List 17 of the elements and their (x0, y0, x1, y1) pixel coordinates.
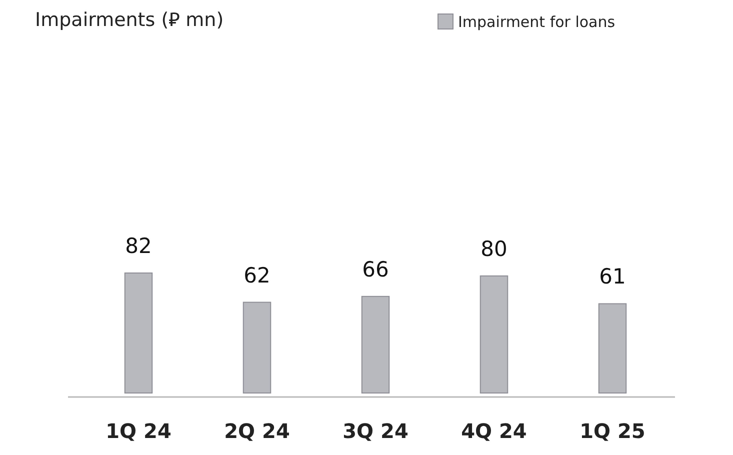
data-label: 82 (125, 234, 152, 258)
data-label: 62 (244, 263, 270, 288)
x-tick-label: 1Q 24 (106, 419, 172, 443)
chart-title: Impairments (⃁ mn) (35, 9, 224, 31)
x-tick-label: 2Q 24 (224, 419, 290, 443)
bar (242, 302, 272, 394)
bar (361, 296, 390, 394)
bar (124, 272, 153, 394)
data-label: 66 (362, 257, 389, 282)
data-label: 80 (480, 236, 508, 261)
x-tick-label: 4Q 24 (461, 419, 527, 443)
bar (480, 275, 508, 394)
legend-label: Impairment for loans (458, 13, 616, 31)
x-tick-label: 1Q 25 (580, 419, 646, 443)
x-tick-label: 3Q 24 (342, 419, 408, 443)
data-label: 61 (599, 264, 626, 289)
bar (598, 303, 627, 394)
